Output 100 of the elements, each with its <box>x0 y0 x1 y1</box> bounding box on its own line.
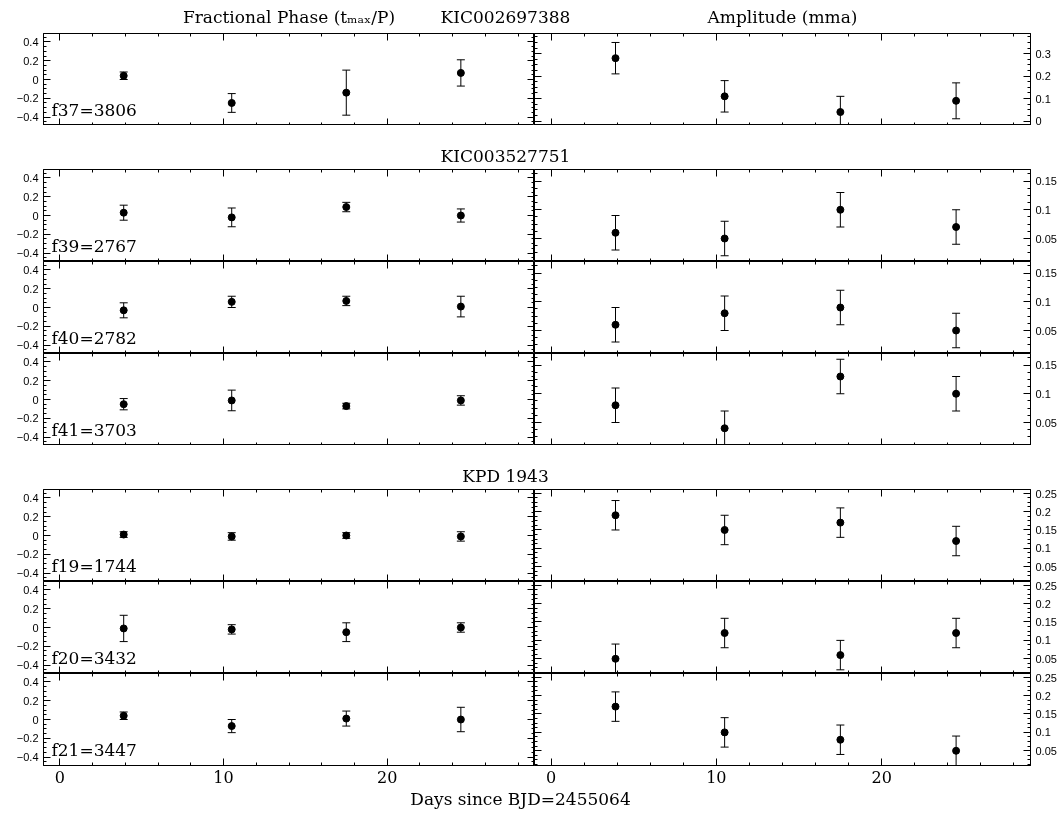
chart-title: KIC002697388 <box>440 6 571 27</box>
y-tick-label: 0.2 <box>23 282 39 295</box>
point <box>952 389 961 398</box>
point <box>119 208 128 217</box>
point <box>952 326 961 335</box>
point <box>611 320 620 329</box>
y-tick-label: 0.05 <box>1035 232 1057 245</box>
point <box>836 651 845 660</box>
y-tick-label: 0.1 <box>1035 387 1051 400</box>
y-tick-label: −0.2 <box>16 92 39 105</box>
point <box>720 92 729 101</box>
y-tick-label: 0.4 <box>23 355 39 368</box>
point <box>611 228 620 237</box>
y-tick-label: 0.1 <box>1035 634 1051 647</box>
point <box>119 306 128 315</box>
x-tick-label: 10 <box>213 767 234 787</box>
y-tick-label: −0.4 <box>16 339 39 352</box>
annotation: f37=3806 <box>51 99 137 120</box>
y-tick-label: 0 <box>32 301 39 314</box>
point <box>342 88 351 97</box>
y-tick-label: 0.4 <box>23 583 39 596</box>
y-tick-label: 0.2 <box>23 190 39 203</box>
annotation: f20=3432 <box>51 647 137 668</box>
point <box>611 702 620 711</box>
y-tick-label: 0.25 <box>1035 487 1057 500</box>
point <box>836 303 845 312</box>
y-tick-label: −0.2 <box>16 412 39 425</box>
y-tick-label: 0.4 <box>23 171 39 184</box>
y-tick-label: 0.1 <box>1035 726 1051 739</box>
annotation: f21=3447 <box>51 739 137 760</box>
point <box>836 372 845 381</box>
point <box>836 108 845 117</box>
y-tick-label: 0 <box>32 73 39 86</box>
y-tick-label: 0.2 <box>1035 597 1051 610</box>
y-tick-label: 0.1 <box>1035 542 1051 555</box>
y-tick-label: 0 <box>1035 115 1042 128</box>
annotation: f40=2782 <box>51 327 137 348</box>
y-tick-label: −0.4 <box>16 247 39 260</box>
y-tick-label: 0.2 <box>1035 505 1051 518</box>
point <box>456 715 465 724</box>
y-tick-label: 0 <box>32 621 39 634</box>
point <box>720 234 729 243</box>
y-tick-label: −0.2 <box>16 320 39 333</box>
y-tick-label: −0.4 <box>16 111 39 124</box>
x-tick-label: 20 <box>377 767 398 787</box>
annotation: f41=3703 <box>51 419 137 440</box>
y-tick-label: 0.4 <box>23 491 39 504</box>
y-tick-label: 0 <box>32 209 39 222</box>
y-tick-label: 0.2 <box>23 602 39 615</box>
y-tick-label: 0 <box>32 393 39 406</box>
point <box>611 54 620 63</box>
point <box>720 629 729 638</box>
y-tick-label: 0 <box>32 713 39 726</box>
y-tick-label: 0.05 <box>1035 324 1057 337</box>
y-tick-label: 0.2 <box>23 54 39 67</box>
y-tick-label: 0.05 <box>1035 560 1057 573</box>
y-tick-label: −0.4 <box>16 567 39 580</box>
x-tick-label: 0 <box>545 767 557 787</box>
x-tick-label: 10 <box>706 767 727 787</box>
y-tick-label: 0.05 <box>1035 416 1057 429</box>
y-tick-label: −0.2 <box>16 228 39 241</box>
y-tick-label: 0.2 <box>1035 689 1051 702</box>
point <box>720 525 729 534</box>
y-tick-label: 0.4 <box>23 263 39 276</box>
point <box>836 518 845 527</box>
y-tick-label: 0.05 <box>1035 652 1057 665</box>
y-tick-label: 0.15 <box>1035 359 1057 371</box>
y-tick-label: 0.25 <box>1035 671 1057 684</box>
x-axis-title: Days since BJD=2455064 <box>410 788 631 809</box>
y-tick-label: 0.2 <box>1035 70 1051 83</box>
y-tick-label: 0 <box>32 529 39 542</box>
point <box>456 68 465 77</box>
point <box>611 511 620 520</box>
y-tick-label: 0.05 <box>1035 744 1057 757</box>
point <box>952 537 961 546</box>
point <box>342 714 351 723</box>
y-tick-label: 0.1 <box>1035 203 1051 216</box>
point <box>456 302 465 311</box>
y-tick-label: 0.25 <box>1035 579 1057 592</box>
y-tick-label: −0.2 <box>16 732 39 745</box>
y-tick-label: 0.1 <box>1035 92 1051 105</box>
point <box>952 223 961 231</box>
point <box>611 401 620 410</box>
y-tick-label: −0.4 <box>16 431 39 444</box>
point <box>952 96 961 105</box>
y-tick-label: 0.15 <box>1035 523 1057 536</box>
point <box>227 213 236 222</box>
annotation: f19=1744 <box>51 555 137 576</box>
y-tick-label: 0.3 <box>1035 47 1051 60</box>
point <box>836 205 845 214</box>
y-tick-label: 0.1 <box>1035 295 1051 308</box>
annotation: f39=2767 <box>51 235 137 256</box>
chart-title: KIC003527751 <box>440 145 571 166</box>
y-axis-title: Fractional Phase (tₘₐₓ/P) <box>182 6 396 27</box>
chart-title: KPD 1943 <box>462 465 549 486</box>
y-tick-label: 0.15 <box>1035 707 1057 720</box>
y-tick-label: 0.15 <box>1035 267 1057 279</box>
y-tick-label: 0.2 <box>23 510 39 523</box>
y-tick-label: 0.4 <box>23 35 39 48</box>
point <box>952 629 961 638</box>
